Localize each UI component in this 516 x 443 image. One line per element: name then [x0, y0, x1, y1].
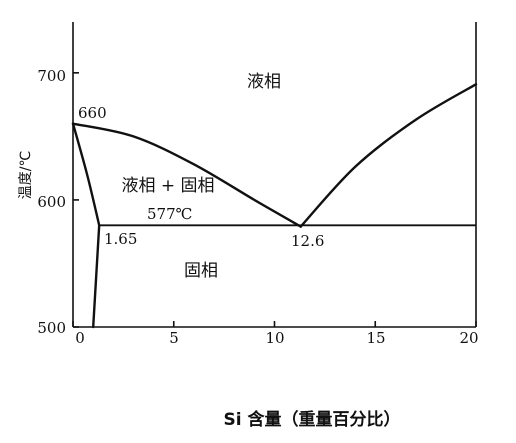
y-tick-label-600: 600 [37, 193, 66, 211]
annotation-solubility-limit: 1.65 [104, 230, 137, 248]
tick-marks [72, 72, 477, 328]
liquidus-left [71, 122, 302, 228]
annotation-eutectic-temp: 577℃ [147, 205, 192, 223]
region-label-liquid-solid: 液相 + 固相 [121, 176, 214, 196]
y-axis-title: 温度/℃ [18, 151, 34, 199]
liquidus-right [299, 83, 478, 228]
x-tick-label-20: 20 [459, 329, 478, 347]
y-tick-label-500: 500 [37, 319, 66, 337]
y-tick-label-700: 700 [37, 67, 66, 85]
x-tick-label-10: 10 [265, 329, 284, 347]
phase-boundaries [71, 83, 478, 329]
x-tick-label-5: 5 [169, 329, 179, 347]
solvus [92, 224, 101, 329]
annotation-eutectic-composition: 12.6 [291, 232, 324, 250]
x-tick-label-15: 15 [366, 329, 385, 347]
solidus [71, 122, 101, 227]
x-axis-title: Si 含量（重量百分比） [224, 409, 401, 430]
region-label-liquid: 液相 [247, 72, 281, 92]
region-label-solid: 固相 [184, 261, 218, 281]
annotation-melting-point: 660 [78, 104, 107, 122]
x-tick-label-0: 0 [75, 329, 85, 347]
